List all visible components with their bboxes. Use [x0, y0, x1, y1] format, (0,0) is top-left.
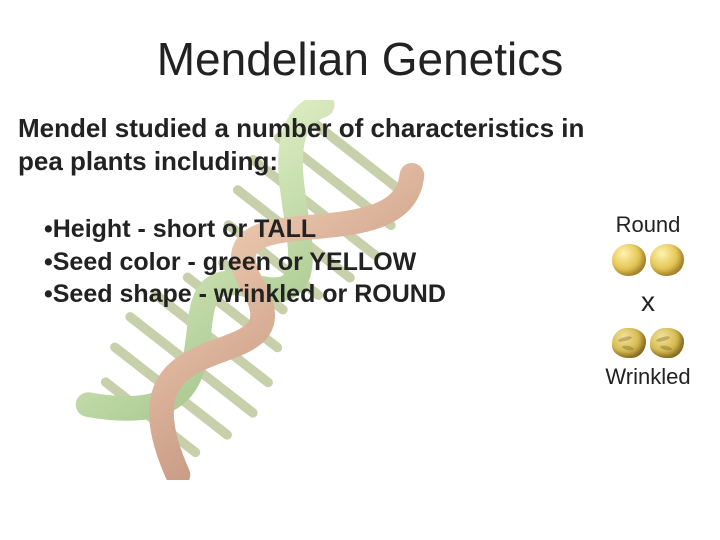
wrinkled-seed-icon	[650, 328, 684, 358]
intro-text: Mendel studied a number of characteristi…	[0, 106, 640, 177]
round-seed-icon	[650, 244, 684, 276]
round-seed-icon	[612, 244, 646, 276]
cross-symbol: x	[584, 286, 712, 318]
wrinkled-seed-icon	[612, 328, 646, 358]
wrinkled-seeds-row	[584, 328, 712, 358]
round-seeds-row	[584, 244, 712, 276]
wrinkled-label: Wrinkled	[584, 364, 712, 390]
round-label: Round	[584, 212, 712, 238]
seed-comparison-panel: Round x Wrinkled	[584, 210, 712, 392]
slide-title: Mendelian Genetics	[0, 0, 720, 106]
